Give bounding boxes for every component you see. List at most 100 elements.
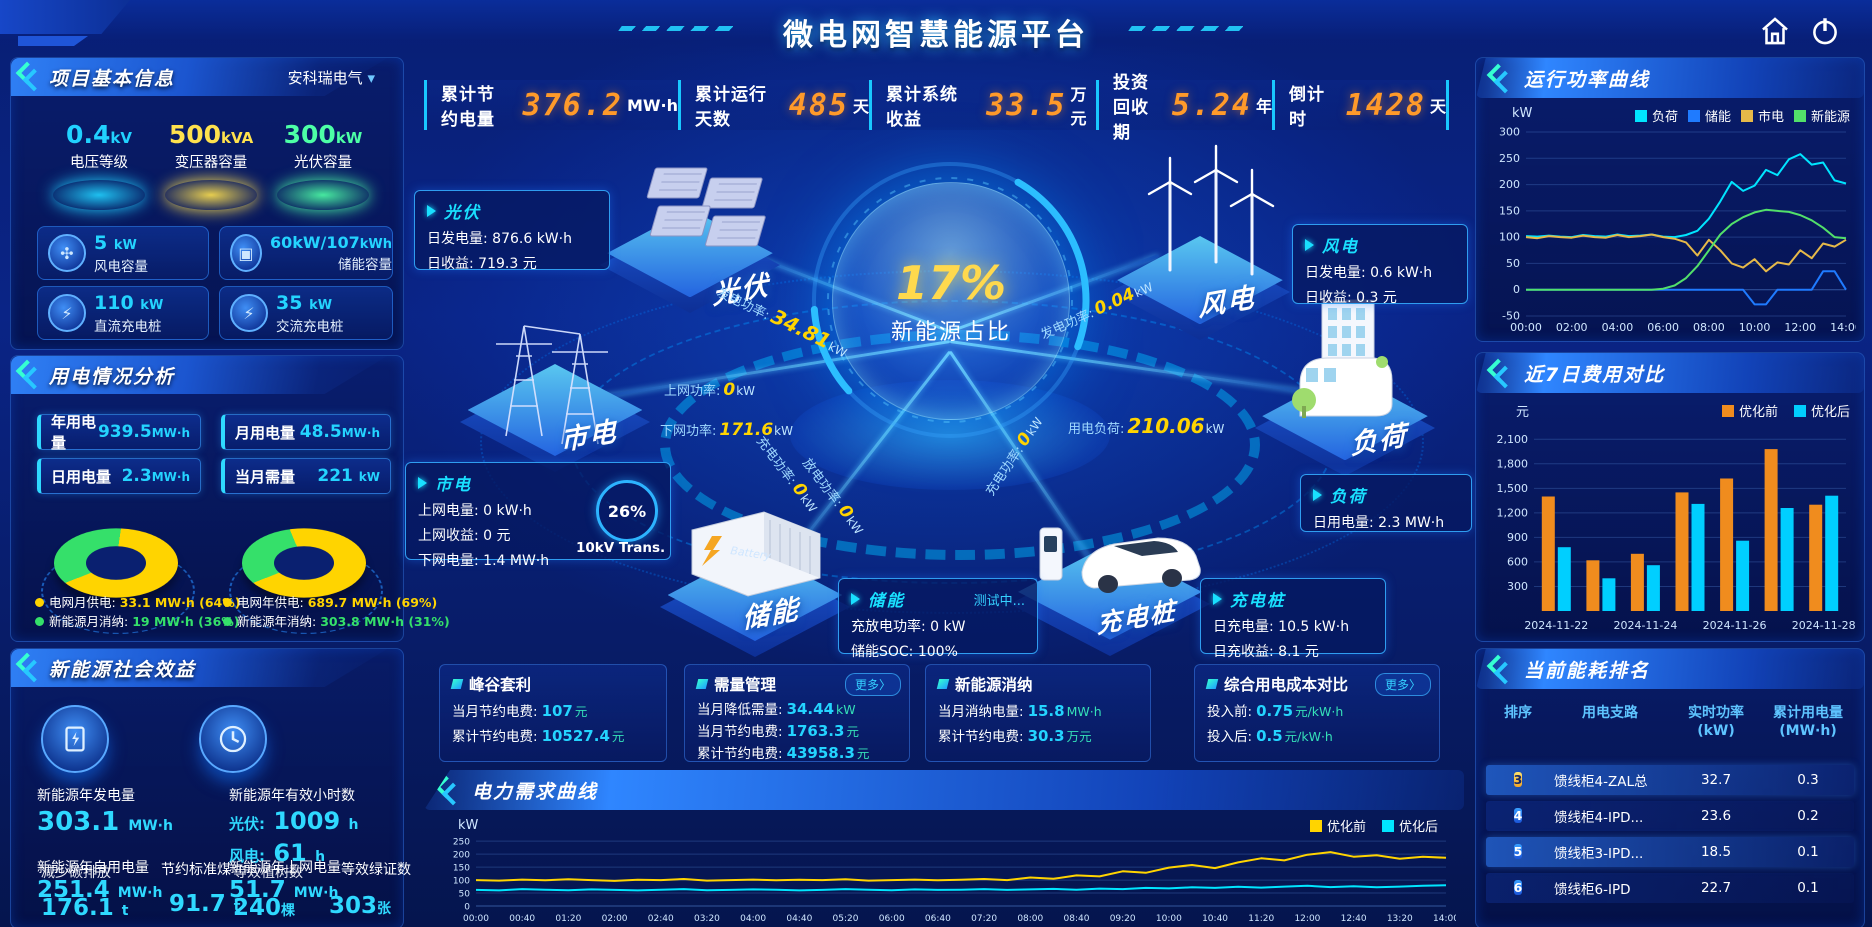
power-towers-icon	[496, 325, 608, 445]
panel-corner-icon	[434, 775, 465, 806]
benefit-certs-label: 等效绿证数	[341, 862, 411, 878]
svg-text:900: 900	[1507, 531, 1528, 544]
power-icon[interactable]	[1808, 14, 1842, 48]
power-cell: 23.6	[1700, 808, 1732, 824]
flow-load-power: 用电负荷: 210.06kW	[1068, 414, 1225, 438]
benefit-togrid-value: 51.7 MW·h	[229, 877, 339, 903]
svg-text:08:00: 08:00	[1693, 321, 1725, 334]
benefit-co2-label: 减少碳排放	[41, 865, 111, 881]
panel-corner-icon	[15, 61, 46, 92]
renewable-share-label: 新能源占比	[890, 320, 1011, 345]
charger-info-box: 充电桩 日充电量: 10.5 kW·h 日充收益: 8.1 元	[1200, 578, 1386, 660]
stat-total-income: 累计系统收益 33.5 万元	[869, 80, 1096, 130]
svg-text:250: 250	[453, 838, 470, 848]
svg-text:02:00: 02:00	[602, 914, 628, 924]
dc-charger-icon: ⚡	[48, 294, 86, 332]
renewable-share-sphere: 17% 新能源占比	[832, 182, 1070, 420]
home-icon[interactable]	[1758, 14, 1792, 48]
benefit-selfuse-label: 新能源年自用电量	[37, 860, 149, 876]
svg-text:200: 200	[453, 851, 470, 861]
donut-month-mix	[54, 528, 178, 598]
panel-corner-icon	[15, 652, 46, 683]
svg-text:11:20: 11:20	[1248, 914, 1274, 924]
svg-text:00:00: 00:00	[1510, 321, 1542, 334]
svg-text:50: 50	[459, 890, 471, 900]
arrow-icon	[851, 593, 860, 605]
corner-decoration-2	[18, 36, 88, 46]
renewable-share-value: 17%	[895, 256, 1007, 310]
kpi-peak-valley: 峰谷套利 当月节约电费: 107 元 累计节约电费: 10527.4 元	[439, 664, 667, 762]
svg-text:2,100: 2,100	[1497, 433, 1529, 446]
table-row[interactable]: 4 馈线柜4-IPD... 23.6 0.2	[1486, 801, 1854, 831]
table-row[interactable]: 5 馈线柜3-IPD... 18.5 0.1	[1486, 837, 1854, 867]
wind-turbines-icon	[1147, 144, 1275, 276]
panel-cost-title: 近7日费用对比	[1524, 363, 1666, 386]
svg-text:150: 150	[1499, 204, 1520, 217]
svg-text:100: 100	[453, 877, 470, 887]
svg-text:07:20: 07:20	[971, 914, 997, 924]
podium-voltage: 0.4kV 电压等级	[39, 120, 159, 210]
table-row[interactable]: 3 馈线柜4-ZAL总 32.7 0.3	[1486, 765, 1854, 795]
glow-disc-green	[277, 180, 369, 210]
card-storage-capacity: ▣ 60kW/107kWh 储能容量	[219, 226, 393, 280]
benefit-gen-value: 303.1 MW·h	[37, 807, 173, 837]
svg-text:04:00: 04:00	[1602, 321, 1634, 334]
glow-disc-yellow	[165, 180, 257, 210]
battery-container-icon: Battery	[691, 511, 821, 597]
panel-usage-analysis: 用电情况分析 年用电量 939.5MW·h 月用电量 48.5MW·h 日用电量 2.…	[10, 355, 450, 642]
svg-text:02:00: 02:00	[1556, 321, 1588, 334]
panel-energy-ranking: 当前能耗排名 排序 用电支路 实时功率 (kW) 累计用电量 (MW·h) 3 馈线柜…	[1475, 648, 1865, 927]
panel-run-power: 运行功率曲线 kW 负荷 储能 市电 新能源 300 250 200 150 100 50…	[1475, 57, 1865, 342]
stat-saved-energy: 累计节约电量 376.2 MW·h	[424, 80, 678, 130]
stat-payback: 投资回收期 5.24 年	[1096, 73, 1272, 143]
svg-text:08:40: 08:40	[1064, 914, 1090, 924]
panel-benefit-title: 新能源社会效益	[49, 658, 197, 681]
podium-pv: 300kW 光伏容量	[263, 120, 383, 210]
branch-cell: 馈线柜4-ZAL总	[1554, 774, 1648, 790]
company-dropdown[interactable]: 安科瑞电气 ▾	[287, 69, 375, 87]
stat-day-usage: 日用电量 2.3MW·h	[37, 458, 201, 494]
wind-info-box: 风电 日发电量: 0.6 kW·h 日收益: 0.3 元	[1292, 224, 1468, 306]
testing-badge: 测试中...	[973, 593, 1025, 609]
svg-text:06:00: 06:00	[879, 914, 905, 924]
card-dc-charger: ⚡ 110 kW 直流充电桩	[37, 286, 209, 340]
svg-text:13:20: 13:20	[1387, 914, 1413, 924]
card-ac-charger: ⚡ 35 kW 交流充电桩	[219, 286, 393, 340]
rank-badge: 6	[1513, 880, 1523, 895]
svg-text:2024-11-26: 2024-11-26	[1703, 619, 1767, 632]
svg-text:04:40: 04:40	[786, 914, 812, 924]
power-cell: 18.5	[1700, 844, 1732, 860]
kpi-renewable-consumption: 新能源消纳 当月消纳电量: 15.8 MW·h 累计节约电费: 30.3 万元	[925, 664, 1151, 762]
svg-text:06:40: 06:40	[925, 914, 951, 924]
energy-cell: 0.3	[1797, 772, 1819, 788]
svg-text:10:00: 10:00	[1156, 914, 1182, 924]
svg-text:03:20: 03:20	[694, 914, 720, 924]
branch-cell: 馈线柜3-IPD...	[1554, 846, 1644, 862]
svg-text:-50: -50	[1502, 310, 1520, 323]
more-button-cost[interactable]: 更多〉	[1374, 673, 1431, 696]
benefit-co2-value: 176.1 t	[41, 895, 129, 921]
stat-year-usage: 年用电量 939.5MW·h	[37, 413, 201, 452]
svg-text:04:00: 04:00	[740, 914, 766, 924]
cost-axis-unit: 元	[1516, 405, 1530, 420]
donut-year-mix	[242, 528, 366, 598]
svg-text:12:00: 12:00	[1784, 321, 1816, 334]
cost-legend: 优化前 优化后	[1721, 401, 1850, 420]
benefit-coal-value: 91.7 t	[169, 891, 241, 917]
more-button-demand[interactable]: 更多〉	[844, 673, 901, 696]
solar-panels-icon	[646, 167, 766, 247]
legend-renewable-month: 新能源月消纳: 19 MW·h (36%)	[35, 611, 240, 630]
table-row[interactable]: 6 馈线柜6-IPD 22.7 0.1	[1486, 873, 1854, 903]
svg-text:14:00: 14:00	[1830, 321, 1856, 334]
generation-icon	[41, 705, 109, 773]
cost-compare-chart: 300 600 900 1,200 1,500 1,800 2,100 2024-11-22 2…	[1482, 419, 1856, 633]
pv-info-box: 光伏 日发电量: 876.6 kW·h 日收益: 719.3 元	[414, 190, 610, 272]
benefit-trees-label: 等效植树数	[233, 865, 303, 881]
svg-text:200: 200	[1499, 178, 1520, 191]
run-power-chart: 300 250 200 150 100 50 0 -50 00:00 02:00 04:00 06:0…	[1482, 124, 1862, 335]
arrow-icon	[1213, 593, 1222, 605]
panel-demand-curve: 电力需求曲线 kW 优化前 优化后 0 50 100 150 200 250 00:00 00…	[424, 770, 1464, 927]
benefit-gen-label: 新能源年发电量	[37, 788, 135, 804]
svg-text:300: 300	[1507, 580, 1528, 593]
